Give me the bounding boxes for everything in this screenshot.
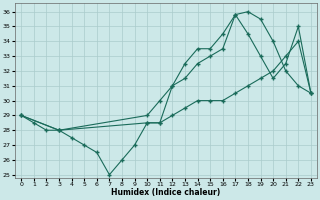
X-axis label: Humidex (Indice chaleur): Humidex (Indice chaleur) [111, 188, 221, 197]
